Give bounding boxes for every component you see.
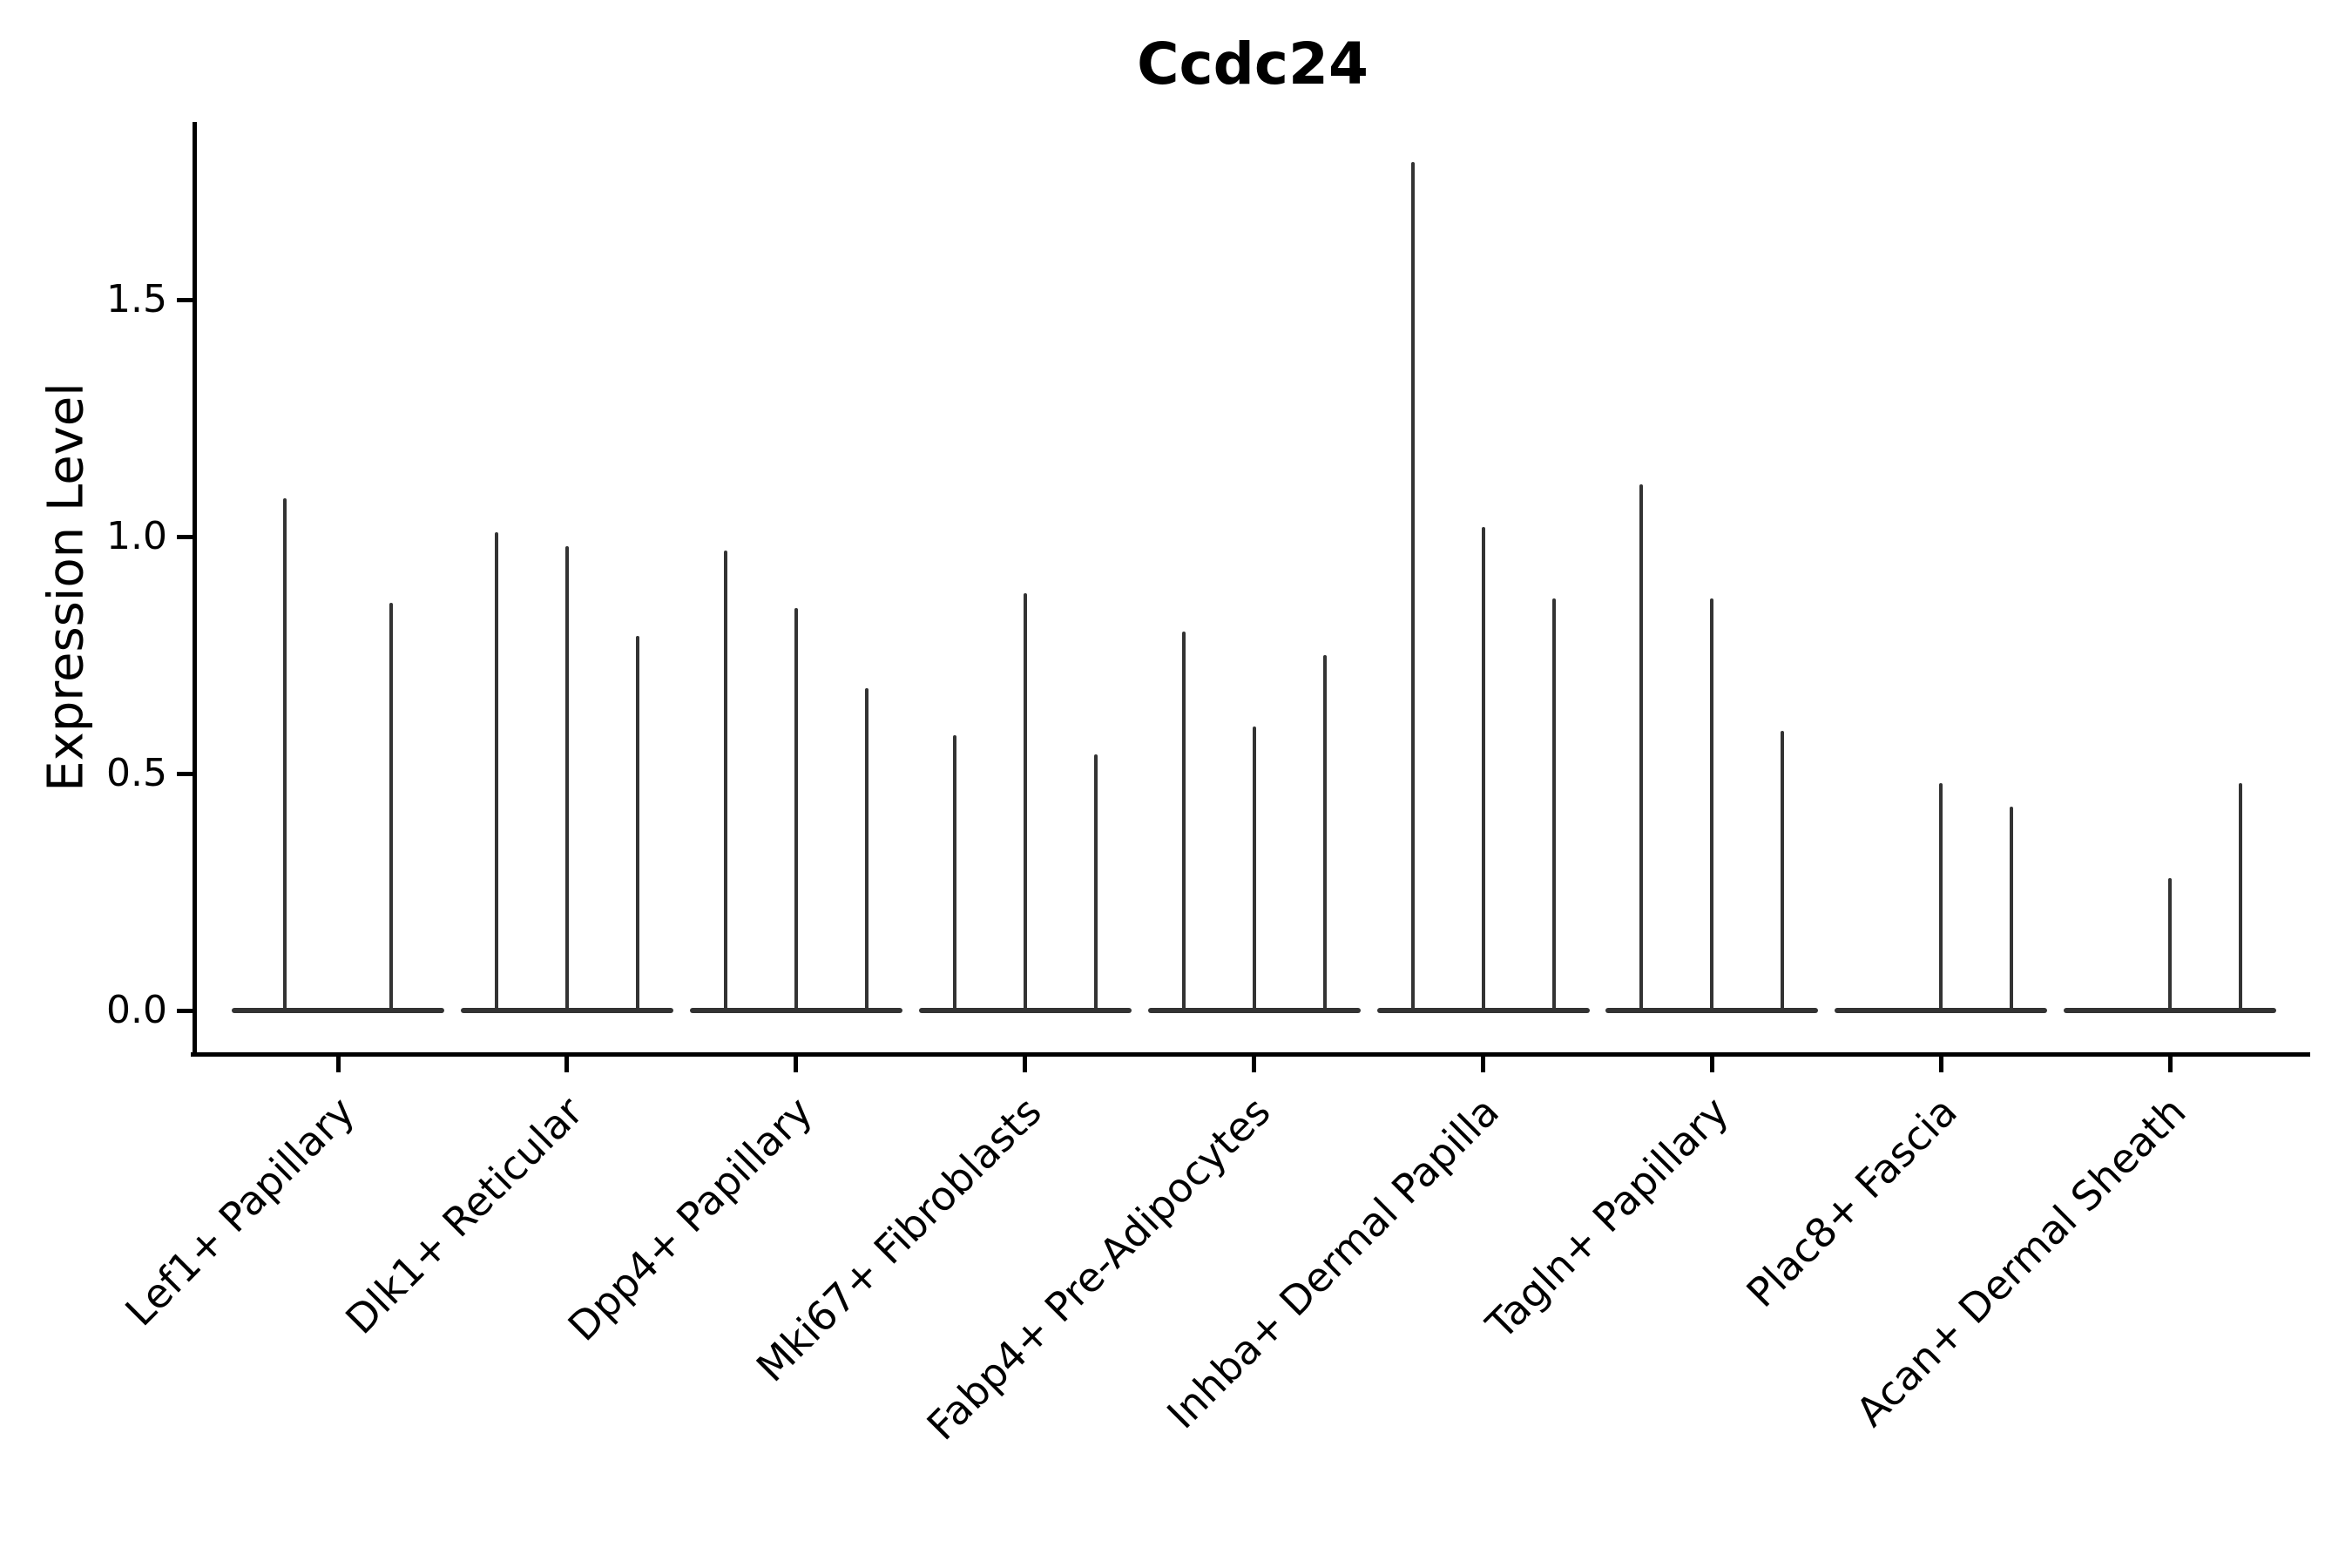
violin-spike <box>1093 754 1098 1013</box>
y-tick-label: 1.5 <box>106 277 167 321</box>
violin-spike <box>723 551 727 1013</box>
x-tick-label: Lef1+ Papillary <box>115 1087 363 1335</box>
violin-spike <box>1639 484 1644 1013</box>
x-tick-mark <box>1023 1056 1028 1072</box>
x-tick-mark <box>335 1056 341 1072</box>
violin-spike <box>1322 655 1327 1013</box>
x-tick-mark <box>2167 1056 2173 1072</box>
violin-spike <box>494 531 498 1013</box>
y-axis-title: Expression Level <box>37 382 95 792</box>
x-tick-label: Plac8+ Fascia <box>1737 1087 1967 1316</box>
y-tick-mark <box>177 771 193 776</box>
violin-spike <box>1181 631 1186 1013</box>
x-tick-mark <box>1938 1056 1943 1072</box>
violin-spike <box>283 498 287 1013</box>
violin-spike <box>1710 598 1714 1013</box>
x-tick-label: Dlk1+ Reticular <box>336 1087 592 1343</box>
x-tick-mark <box>794 1056 799 1072</box>
violin-baseline <box>232 1008 444 1013</box>
x-tick-mark <box>564 1056 570 1072</box>
x-axis-line <box>191 1052 2310 1057</box>
violin-spike <box>794 607 798 1013</box>
violin-spike <box>1410 162 1415 1013</box>
x-tick-label: Dpp4+ Papillary <box>558 1087 821 1350</box>
y-tick-label: 1.0 <box>106 514 167 558</box>
y-tick-mark <box>177 534 193 539</box>
violin-spike <box>1781 731 1785 1013</box>
violin-spike <box>389 603 393 1013</box>
x-tick-label: Tagln+ Papillary <box>1477 1087 1738 1348</box>
x-tick-mark <box>1252 1056 1257 1072</box>
y-tick-label: 0.5 <box>106 751 167 795</box>
x-tick-mark <box>1709 1056 1714 1072</box>
violin-spike <box>2239 782 2243 1013</box>
y-tick-mark <box>177 1008 193 1013</box>
violin-spike <box>952 735 956 1013</box>
violin-spike <box>635 636 639 1013</box>
violin-spike <box>864 688 868 1013</box>
x-tick-mark <box>1481 1056 1485 1072</box>
y-tick-label: 0.0 <box>106 988 167 1032</box>
violin-spike <box>564 545 569 1013</box>
y-axis-line <box>193 122 197 1056</box>
violin-spike <box>1551 598 1556 1013</box>
plot-title: Ccdc24 <box>1137 30 1369 98</box>
violin-spike <box>1481 527 1485 1013</box>
violin-spike <box>1252 726 1256 1013</box>
violin-spike <box>1023 593 1027 1013</box>
violin-spike <box>1939 782 1943 1013</box>
y-tick-mark <box>177 297 193 302</box>
violin-spike <box>2010 807 2014 1013</box>
violin-spike <box>2168 877 2173 1013</box>
